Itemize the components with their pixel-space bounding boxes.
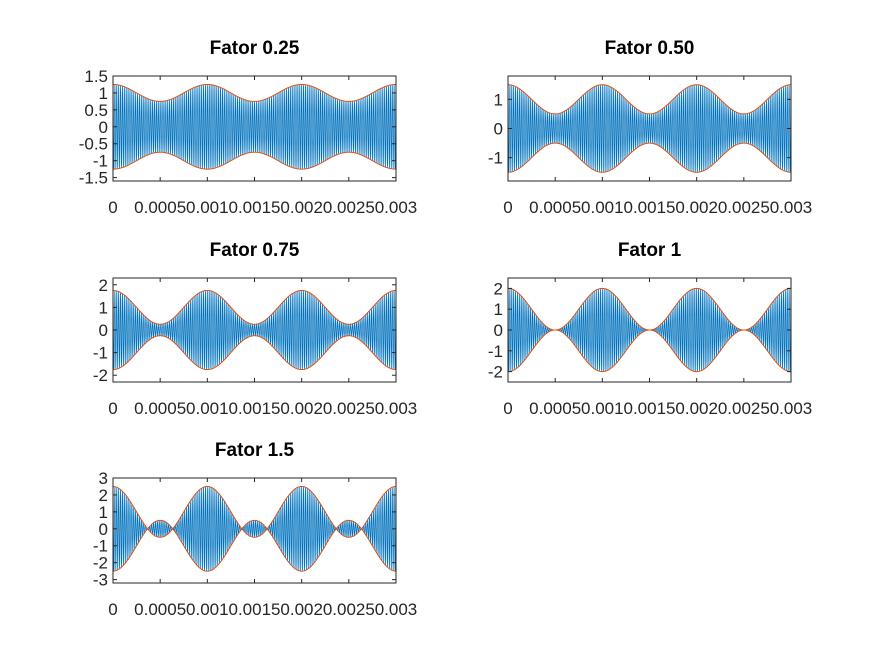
signal-line bbox=[112, 290, 397, 370]
axes-frame bbox=[112, 477, 397, 584]
y-tick-label: 3 bbox=[99, 469, 108, 488]
signal-line bbox=[112, 486, 397, 572]
y-tick-label: -1 bbox=[93, 537, 108, 556]
x-tick-label: 0.003 bbox=[770, 198, 813, 217]
y-tick-label: 0.5 bbox=[84, 101, 108, 120]
y-tick-label: 2 bbox=[99, 486, 108, 505]
y-tick-label: 0 bbox=[99, 321, 108, 340]
y-tick-label: -2 bbox=[488, 363, 503, 382]
x-tick-label: 0 bbox=[108, 399, 117, 418]
signal-line bbox=[507, 84, 792, 173]
envelope-lower-line bbox=[112, 519, 397, 572]
axes-frame bbox=[507, 75, 792, 182]
x-tick-label: 0.002 bbox=[280, 399, 323, 418]
axes-frame bbox=[112, 75, 397, 182]
x-tick-label: 0.0025 bbox=[323, 600, 375, 619]
x-tick-label: 0.0005 bbox=[529, 198, 581, 217]
y-tick-label: 0 bbox=[99, 118, 108, 137]
envelope-upper-line bbox=[507, 84, 792, 115]
subplot-title: Fator 1.5 bbox=[215, 440, 295, 461]
subplot-1: Fator 0.251.510.50-0.5-1-1.50 0.0005 0.001… bbox=[79, 38, 418, 217]
envelope-upper-line bbox=[112, 83, 397, 102]
envelope-lower-line bbox=[507, 329, 792, 373]
x-tick-label: 0.002 bbox=[675, 198, 718, 217]
x-tick-label: 0.002 bbox=[675, 399, 718, 418]
x-tick-label: 0 bbox=[503, 399, 512, 418]
x-tick-label: 0.002 bbox=[280, 198, 323, 217]
y-tick-label: 1 bbox=[494, 300, 503, 319]
y-tick-label: -1 bbox=[488, 149, 503, 168]
x-tick-label: 0.0015 bbox=[229, 399, 281, 418]
y-tick-label: 0 bbox=[494, 120, 503, 139]
envelope-lower-line bbox=[112, 151, 397, 170]
x-tick-label: 0.0015 bbox=[229, 198, 281, 217]
y-tick-label: 1 bbox=[99, 503, 108, 522]
y-tick-label: -1.5 bbox=[79, 169, 108, 188]
x-tick-label: 0.0025 bbox=[323, 399, 375, 418]
x-tick-label: 0 bbox=[108, 600, 117, 619]
y-tick-label: -0.5 bbox=[79, 135, 108, 154]
x-tick-label: 0.0015 bbox=[624, 399, 676, 418]
x-tick-label: 0.0025 bbox=[718, 399, 770, 418]
x-tick-label: 0.001 bbox=[186, 198, 229, 217]
y-tick-label: -2 bbox=[93, 366, 108, 385]
y-tick-label: -2 bbox=[93, 554, 108, 573]
envelope-upper-line bbox=[112, 289, 397, 325]
subplot-title: Fator 1 bbox=[618, 240, 682, 261]
x-tick-label: 0.002 bbox=[280, 600, 323, 619]
y-tick-label: 2 bbox=[99, 276, 108, 295]
subplot-title: Fator 0.75 bbox=[210, 240, 300, 261]
x-tick-label: 0.0005 bbox=[529, 399, 581, 418]
y-tick-label: 1.5 bbox=[84, 67, 108, 86]
envelope-upper-line bbox=[507, 287, 792, 331]
x-tick-label: 0 bbox=[108, 198, 117, 217]
y-tick-label: 0 bbox=[494, 321, 503, 340]
signal-line bbox=[112, 84, 397, 170]
x-tick-label: 0.001 bbox=[186, 600, 229, 619]
y-tick-label: -1 bbox=[93, 152, 108, 171]
x-tick-label: 0.0015 bbox=[229, 600, 281, 619]
axes-frame bbox=[112, 277, 397, 383]
y-tick-label: -1 bbox=[93, 344, 108, 363]
subplot-title: Fator 0.25 bbox=[210, 38, 300, 59]
y-tick-label: 2 bbox=[494, 279, 503, 298]
y-tick-label: 1 bbox=[99, 84, 108, 103]
x-tick-label: 0.0005 bbox=[134, 600, 186, 619]
subplot-title: Fator 0.50 bbox=[605, 38, 695, 59]
x-tick-label: 0.0025 bbox=[323, 198, 375, 217]
envelope-upper-line bbox=[112, 485, 397, 538]
y-tick-label: 0 bbox=[99, 520, 108, 539]
y-tick-label: -1 bbox=[488, 342, 503, 361]
y-tick-label: -3 bbox=[93, 571, 108, 590]
y-tick-label: 1 bbox=[99, 298, 108, 317]
x-tick-label: 0 bbox=[503, 198, 512, 217]
x-tick-label: 0.003 bbox=[375, 198, 418, 217]
x-tick-label: 0.0005 bbox=[134, 399, 186, 418]
x-tick-label: 0.001 bbox=[581, 399, 624, 418]
x-tick-label: 0.001 bbox=[581, 198, 624, 217]
x-tick-label: 0.003 bbox=[375, 399, 418, 418]
x-tick-label: 0.0025 bbox=[718, 198, 770, 217]
x-tick-label: 0.0015 bbox=[624, 198, 676, 217]
y-tick-label: 1 bbox=[494, 90, 503, 109]
envelope-lower-line bbox=[507, 142, 792, 173]
envelope-lower-line bbox=[112, 335, 397, 371]
x-tick-label: 0.0005 bbox=[134, 198, 186, 217]
x-tick-label: 0.003 bbox=[770, 399, 813, 418]
x-tick-label: 0.001 bbox=[186, 399, 229, 418]
x-tick-label: 0.003 bbox=[375, 600, 418, 619]
